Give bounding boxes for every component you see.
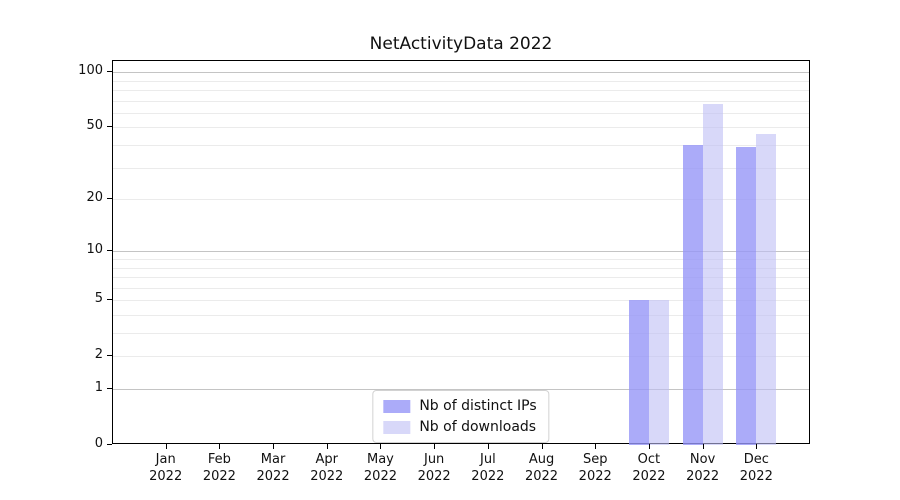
x-tick-mark <box>702 444 704 449</box>
gridline <box>113 300 809 302</box>
x-tick-mark <box>273 444 275 449</box>
x-tick-label: May 2022 <box>363 452 397 484</box>
x-tick-mark <box>434 444 436 449</box>
gridline <box>113 100 809 102</box>
gridline <box>113 258 809 260</box>
gridline <box>113 251 809 253</box>
x-tick-mark <box>541 444 543 449</box>
x-tick-label: Sep 2022 <box>578 452 612 484</box>
bar-oct-series0 <box>628 300 649 445</box>
gridline <box>113 199 809 201</box>
legend-label-downloads: Nb of downloads <box>419 419 537 435</box>
y-tick-label: 2 <box>94 347 103 363</box>
gridline <box>113 267 809 269</box>
gridline <box>113 356 809 358</box>
y-tick-label: 100 <box>78 63 103 79</box>
bar-nov-series0 <box>682 145 703 445</box>
legend-label-distinct-ips: Nb of distinct IPs <box>419 398 537 414</box>
y-tick-label: 0 <box>94 436 103 451</box>
x-tick-label: Jun 2022 <box>417 452 451 484</box>
x-tick-mark <box>219 444 221 449</box>
legend-item-distinct-ips: Nb of distinct IPs <box>383 398 537 414</box>
y-tick-mark <box>107 71 112 73</box>
x-tick-label: Dec 2022 <box>739 452 773 484</box>
gridline <box>113 90 809 91</box>
y-tick-mark <box>107 299 112 301</box>
x-tick-label: Nov 2022 <box>686 452 720 484</box>
plot-area <box>112 60 810 445</box>
x-tick-mark <box>487 444 489 449</box>
gridline <box>113 127 809 129</box>
x-tick-label: Mar 2022 <box>256 452 290 484</box>
bar-dec-series1 <box>756 133 777 445</box>
gridline <box>113 287 809 289</box>
x-tick-mark <box>326 444 328 449</box>
gridline <box>113 80 809 82</box>
x-tick-label: Feb 2022 <box>202 452 236 484</box>
legend: Nb of distinct IPs Nb of downloads <box>372 390 550 443</box>
gridline <box>113 277 809 279</box>
legend-swatch-downloads <box>383 420 411 434</box>
y-tick-mark <box>107 250 112 252</box>
gridline <box>113 389 809 390</box>
y-tick-mark <box>107 444 112 445</box>
chart-title: NetActivityData 2022 <box>369 34 553 54</box>
legend-item-downloads: Nb of downloads <box>383 419 536 435</box>
y-tick-label: 20 <box>86 190 103 206</box>
gridline <box>113 333 809 334</box>
y-tick-label: 50 <box>86 118 103 134</box>
bar-dec-series0 <box>736 147 757 445</box>
y-tick-mark <box>107 388 112 389</box>
y-tick-label: 10 <box>86 242 103 258</box>
bar-nov-series1 <box>702 104 723 445</box>
gridline <box>113 145 809 146</box>
gridline <box>113 112 809 114</box>
y-tick-mark <box>107 126 112 128</box>
x-tick-label: Oct 2022 <box>632 452 666 484</box>
x-tick-label: Jul 2022 <box>471 452 505 484</box>
gridline <box>113 314 809 316</box>
x-tick-mark <box>165 444 167 449</box>
y-tick-label: 5 <box>94 291 103 307</box>
x-tick-label: Aug 2022 <box>524 452 559 484</box>
x-tick-mark <box>380 444 382 449</box>
y-tick-label: 1 <box>94 380 103 395</box>
x-tick-mark <box>595 444 597 449</box>
x-tick-mark <box>756 444 758 449</box>
x-tick-label: Apr 2022 <box>310 452 344 484</box>
x-tick-mark <box>648 444 650 449</box>
legend-swatch-distinct-ips <box>383 399 411 413</box>
bar-oct-series1 <box>648 300 669 445</box>
gridline <box>113 167 809 169</box>
y-tick-mark <box>107 355 112 357</box>
gridline <box>113 72 809 74</box>
y-tick-mark <box>107 198 112 200</box>
x-tick-label: Jan 2022 <box>149 452 183 484</box>
